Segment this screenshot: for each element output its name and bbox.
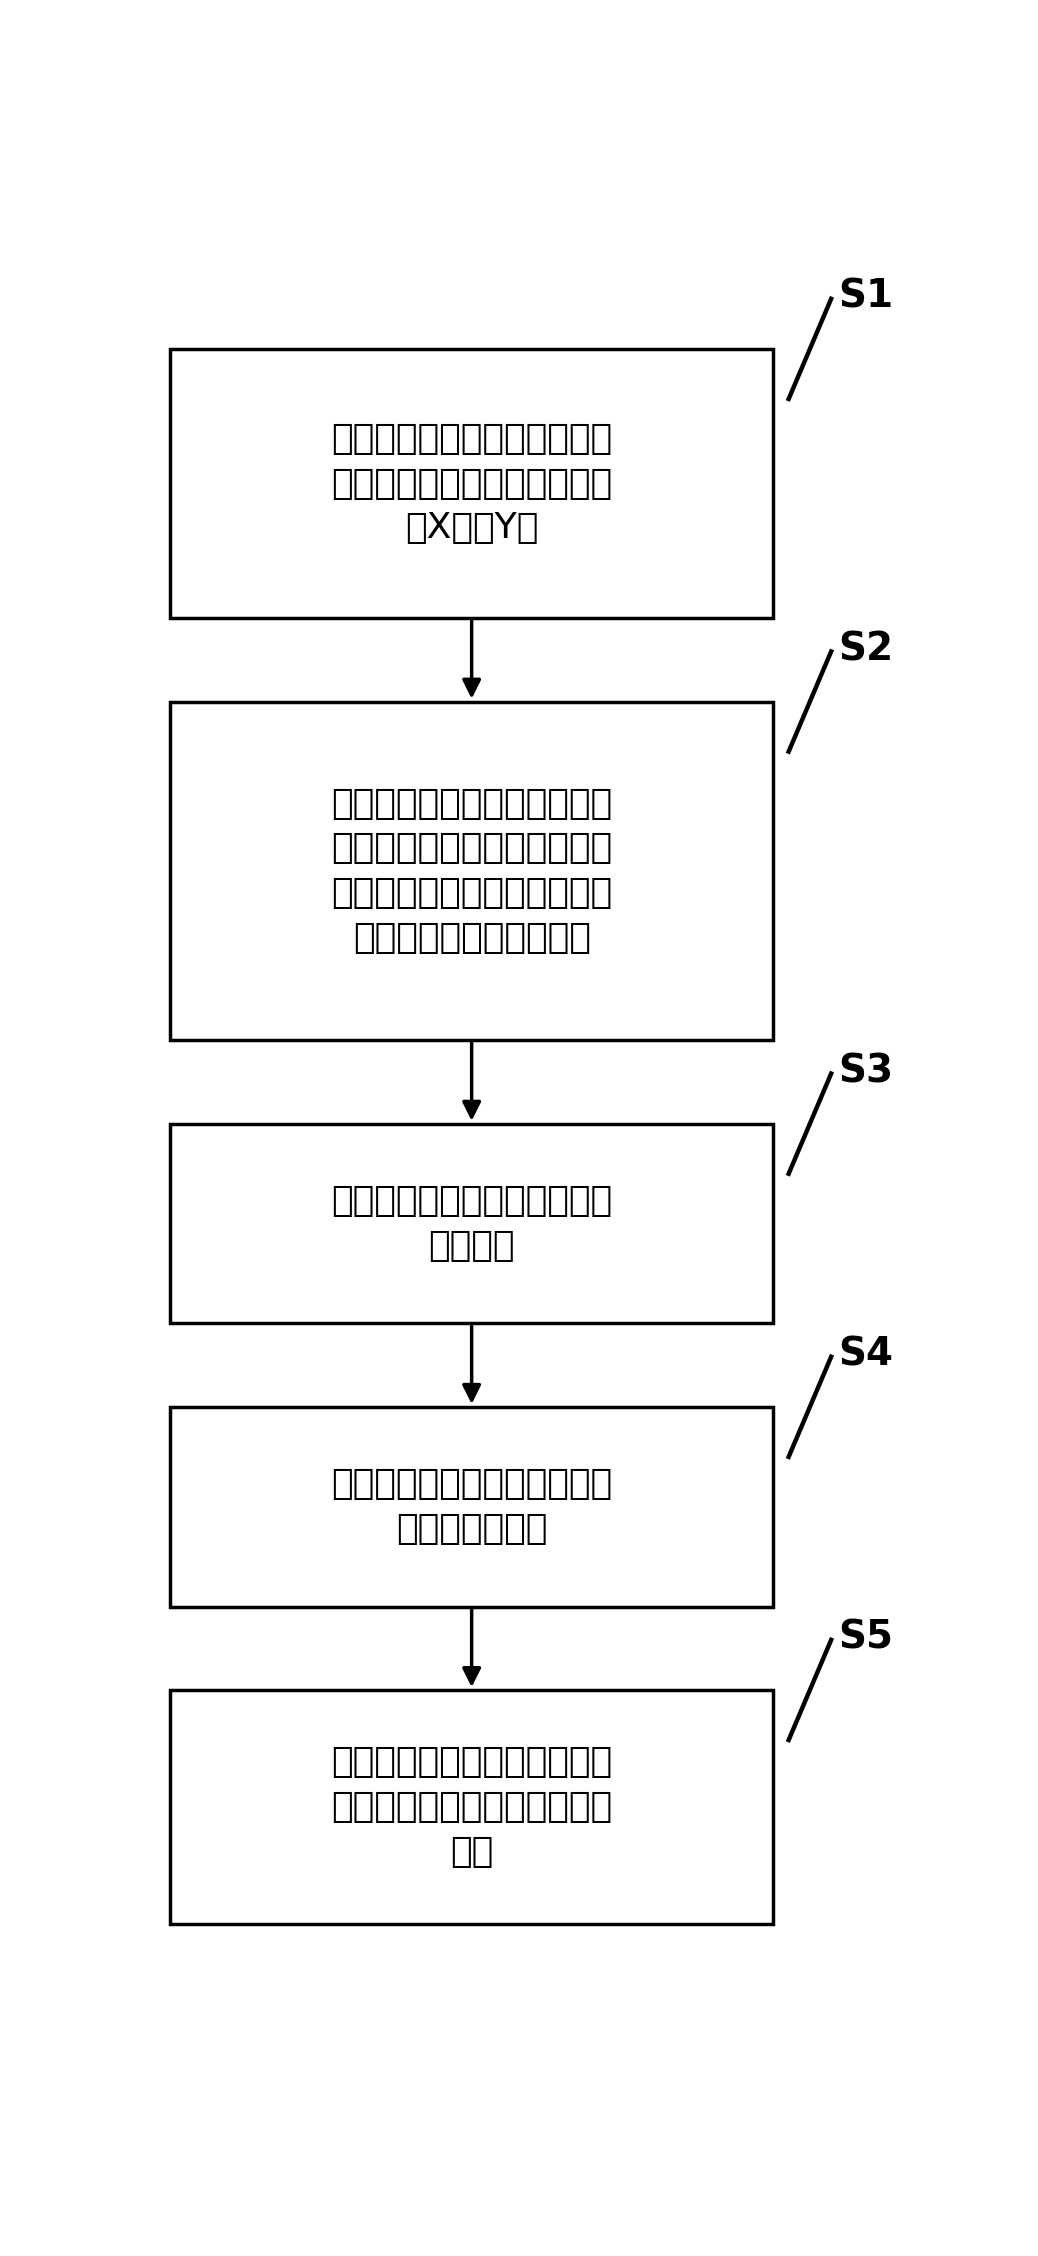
Text: 客户端从服务器中获取所述时
间段的对象数据: 客户端从服务器中获取所述时 间段的对象数据 — [331, 1466, 612, 1545]
Bar — [170, 1408, 773, 1606]
Bar — [170, 1123, 773, 1324]
Text: S1: S1 — [839, 277, 894, 316]
Text: 客户端逐一计算出所述时间段
的对象在画布上的位置并显示
对象: 客户端逐一计算出所述时间段 的对象在画布上的位置并显示 对象 — [331, 1746, 612, 1868]
Text: 客户端建立一个已占用区域的
占用区域索引，所述占用区域
索引用于记录在画布上的多个
对象占用的矩形区域集合: 客户端建立一个已占用区域的 占用区域索引，所述占用区域 索引用于记录在画布上的多… — [331, 787, 612, 954]
Text: S4: S4 — [839, 1336, 894, 1374]
Text: 客户端生成一个空白的画布，
所述画布由二维平面表示，包
括X轴和Y轴: 客户端生成一个空白的画布， 所述画布由二维平面表示，包 括X轴和Y轴 — [331, 422, 612, 546]
Bar — [170, 702, 773, 1040]
Text: S2: S2 — [839, 629, 894, 668]
Bar — [170, 350, 773, 618]
Text: 客户端获取用户选择显示时间
段的对象: 客户端获取用户选择显示时间 段的对象 — [331, 1184, 612, 1263]
Text: S3: S3 — [839, 1054, 894, 1090]
Text: S5: S5 — [839, 1620, 894, 1656]
Bar — [170, 1690, 773, 1924]
